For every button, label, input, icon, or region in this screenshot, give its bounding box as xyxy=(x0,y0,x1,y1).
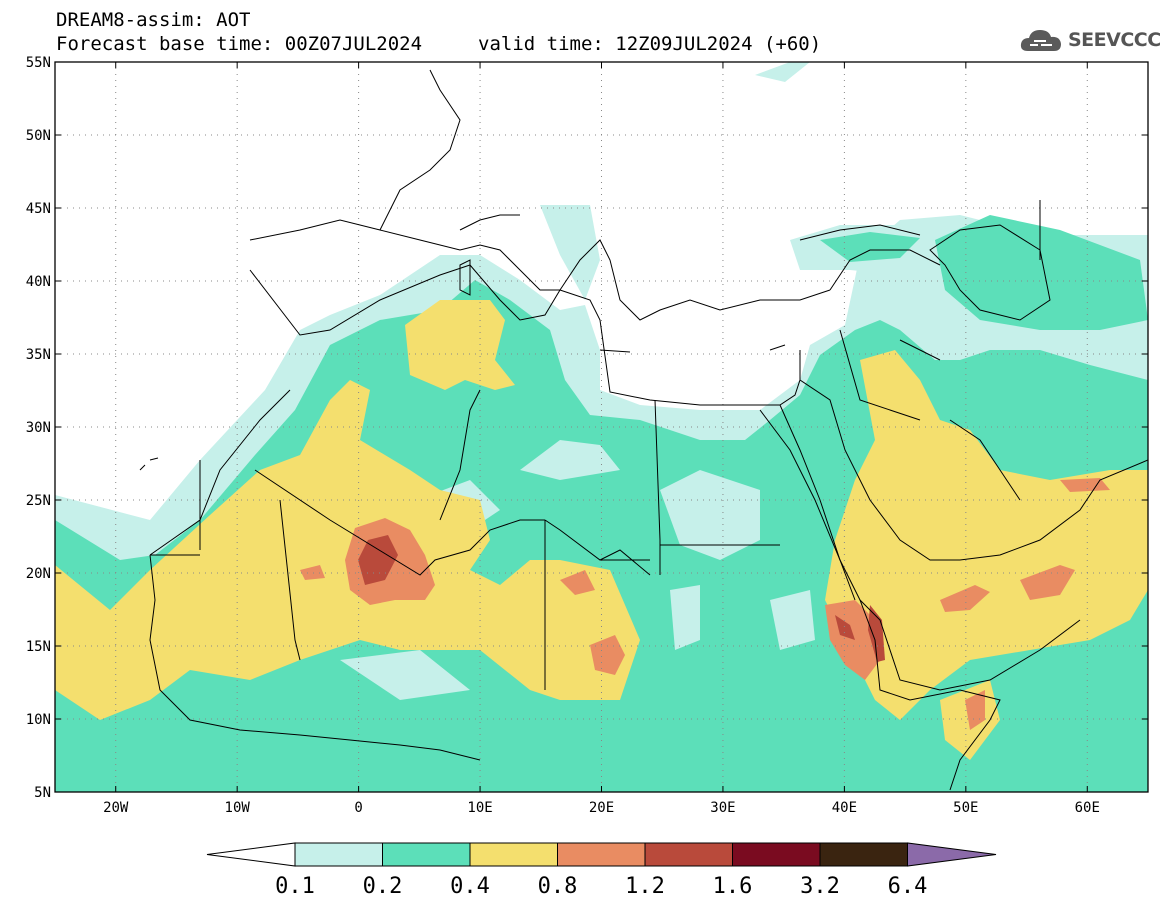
aot-0.8-oman xyxy=(1020,565,1075,600)
aot-0.4-arabia xyxy=(825,350,1148,720)
aot-0.8-niger-west xyxy=(300,565,325,580)
colorbar-segment xyxy=(294,842,383,867)
colorbar-segment xyxy=(819,842,908,867)
lat-tick-label: 35N xyxy=(26,347,51,363)
lat-tick-label: 45N xyxy=(26,201,51,217)
latitude-axis: 55N 50N 45N 40N 35N 30N 25N 20N 15N 10N 5N xyxy=(26,55,1148,801)
aot-0.8-chad xyxy=(560,570,595,595)
aot-0.1-patch-libya xyxy=(520,440,620,480)
africa-coast xyxy=(149,264,1001,791)
gridlines xyxy=(55,62,1148,792)
colorbar-label: 0.8 xyxy=(538,874,578,899)
lon-tick-label: 10E xyxy=(467,800,492,816)
longitude-axis: 20W 10W 0 10E 20E 30E 40E 50E 60E xyxy=(103,62,1100,816)
lat-tick-label: 20N xyxy=(26,566,51,582)
aot-0.8-arabia-c xyxy=(940,585,990,612)
colorbar-label: 0.4 xyxy=(450,874,490,899)
country-borders xyxy=(150,200,1041,690)
colorbar-under-arrow xyxy=(206,842,296,867)
valid-time: valid time: 12Z09JUL2024 (+60) xyxy=(478,33,822,55)
arabia-coast xyxy=(799,379,1148,691)
lon-tick-label: 50E xyxy=(953,800,978,816)
europe-coast xyxy=(249,69,1051,321)
aot-0.2-caspian xyxy=(935,215,1148,330)
aot-0.1-patch-red xyxy=(770,590,815,650)
aot-0.4-west-africa xyxy=(55,380,640,720)
coastlines xyxy=(139,69,1148,791)
forecast-base-time: Forecast base time: 00Z07JUL2024 xyxy=(56,33,423,55)
aot-0.1-adriatic xyxy=(540,205,600,300)
colorbar-over-arrow xyxy=(907,842,997,867)
aot-0.8-gulf xyxy=(1060,478,1110,492)
lon-tick-label: 60E xyxy=(1075,800,1100,816)
map-title: DREAM8-assim: AOT xyxy=(56,9,251,31)
lon-tick-label: 40E xyxy=(832,800,857,816)
colorbar-label: 6.4 xyxy=(888,874,928,899)
logo-text: SEEVCCC xyxy=(1068,29,1161,51)
lat-tick-label: 40N xyxy=(26,274,51,290)
colorbar-segment xyxy=(732,842,821,867)
lat-tick-label: 50N xyxy=(26,128,51,144)
aot-0.1-patch-egypt xyxy=(660,470,760,560)
cloud-icon xyxy=(1020,30,1061,51)
colorbar-label: 0.1 xyxy=(275,874,315,899)
colorbar-segment xyxy=(382,842,471,867)
lat-tick-label: 10N xyxy=(26,712,51,728)
colorbar-label: 1.2 xyxy=(625,874,665,899)
aot-0.1-patch-sahel xyxy=(340,650,470,700)
islands xyxy=(139,259,786,471)
lon-tick-label: 0 xyxy=(354,800,362,816)
lat-tick-label: 15N xyxy=(26,639,51,655)
lon-tick-label: 20E xyxy=(589,800,614,816)
aot-0.8-horn xyxy=(965,690,985,730)
aot-0.2-blacksea xyxy=(820,232,920,262)
red-sea-coast xyxy=(759,409,856,601)
colorbar-label: 1.6 xyxy=(713,874,753,899)
colorbar-label: 0.2 xyxy=(363,874,403,899)
lon-tick-label: 20W xyxy=(103,800,129,816)
lon-tick-label: 30E xyxy=(710,800,735,816)
lat-tick-label: 55N xyxy=(26,55,51,71)
colorbar-labels: 0.1 0.2 0.4 0.8 1.2 1.6 3.2 6.4 xyxy=(275,874,927,899)
lat-tick-label: 30N xyxy=(26,420,51,436)
aot-0.1-patch-sudan xyxy=(670,585,700,650)
lat-tick-label: 5N xyxy=(34,785,51,801)
lat-tick-label: 25N xyxy=(26,493,51,509)
colorbar-segment xyxy=(469,842,558,867)
colorbar-segment xyxy=(557,842,646,867)
lon-tick-label: 10W xyxy=(225,800,251,816)
aot-0.1-north xyxy=(755,62,810,82)
seevccc-logo: SEEVCCC xyxy=(1018,24,1161,56)
colorbar-segment xyxy=(644,842,733,867)
colorbar-label: 3.2 xyxy=(800,874,840,899)
aot-0.8-sudan xyxy=(590,635,625,675)
aot-1.2-yemen2 xyxy=(835,615,855,640)
aot-0.4-tunisia xyxy=(405,300,515,390)
aot-1.2-yemen xyxy=(868,605,885,662)
colorbar xyxy=(206,842,997,867)
